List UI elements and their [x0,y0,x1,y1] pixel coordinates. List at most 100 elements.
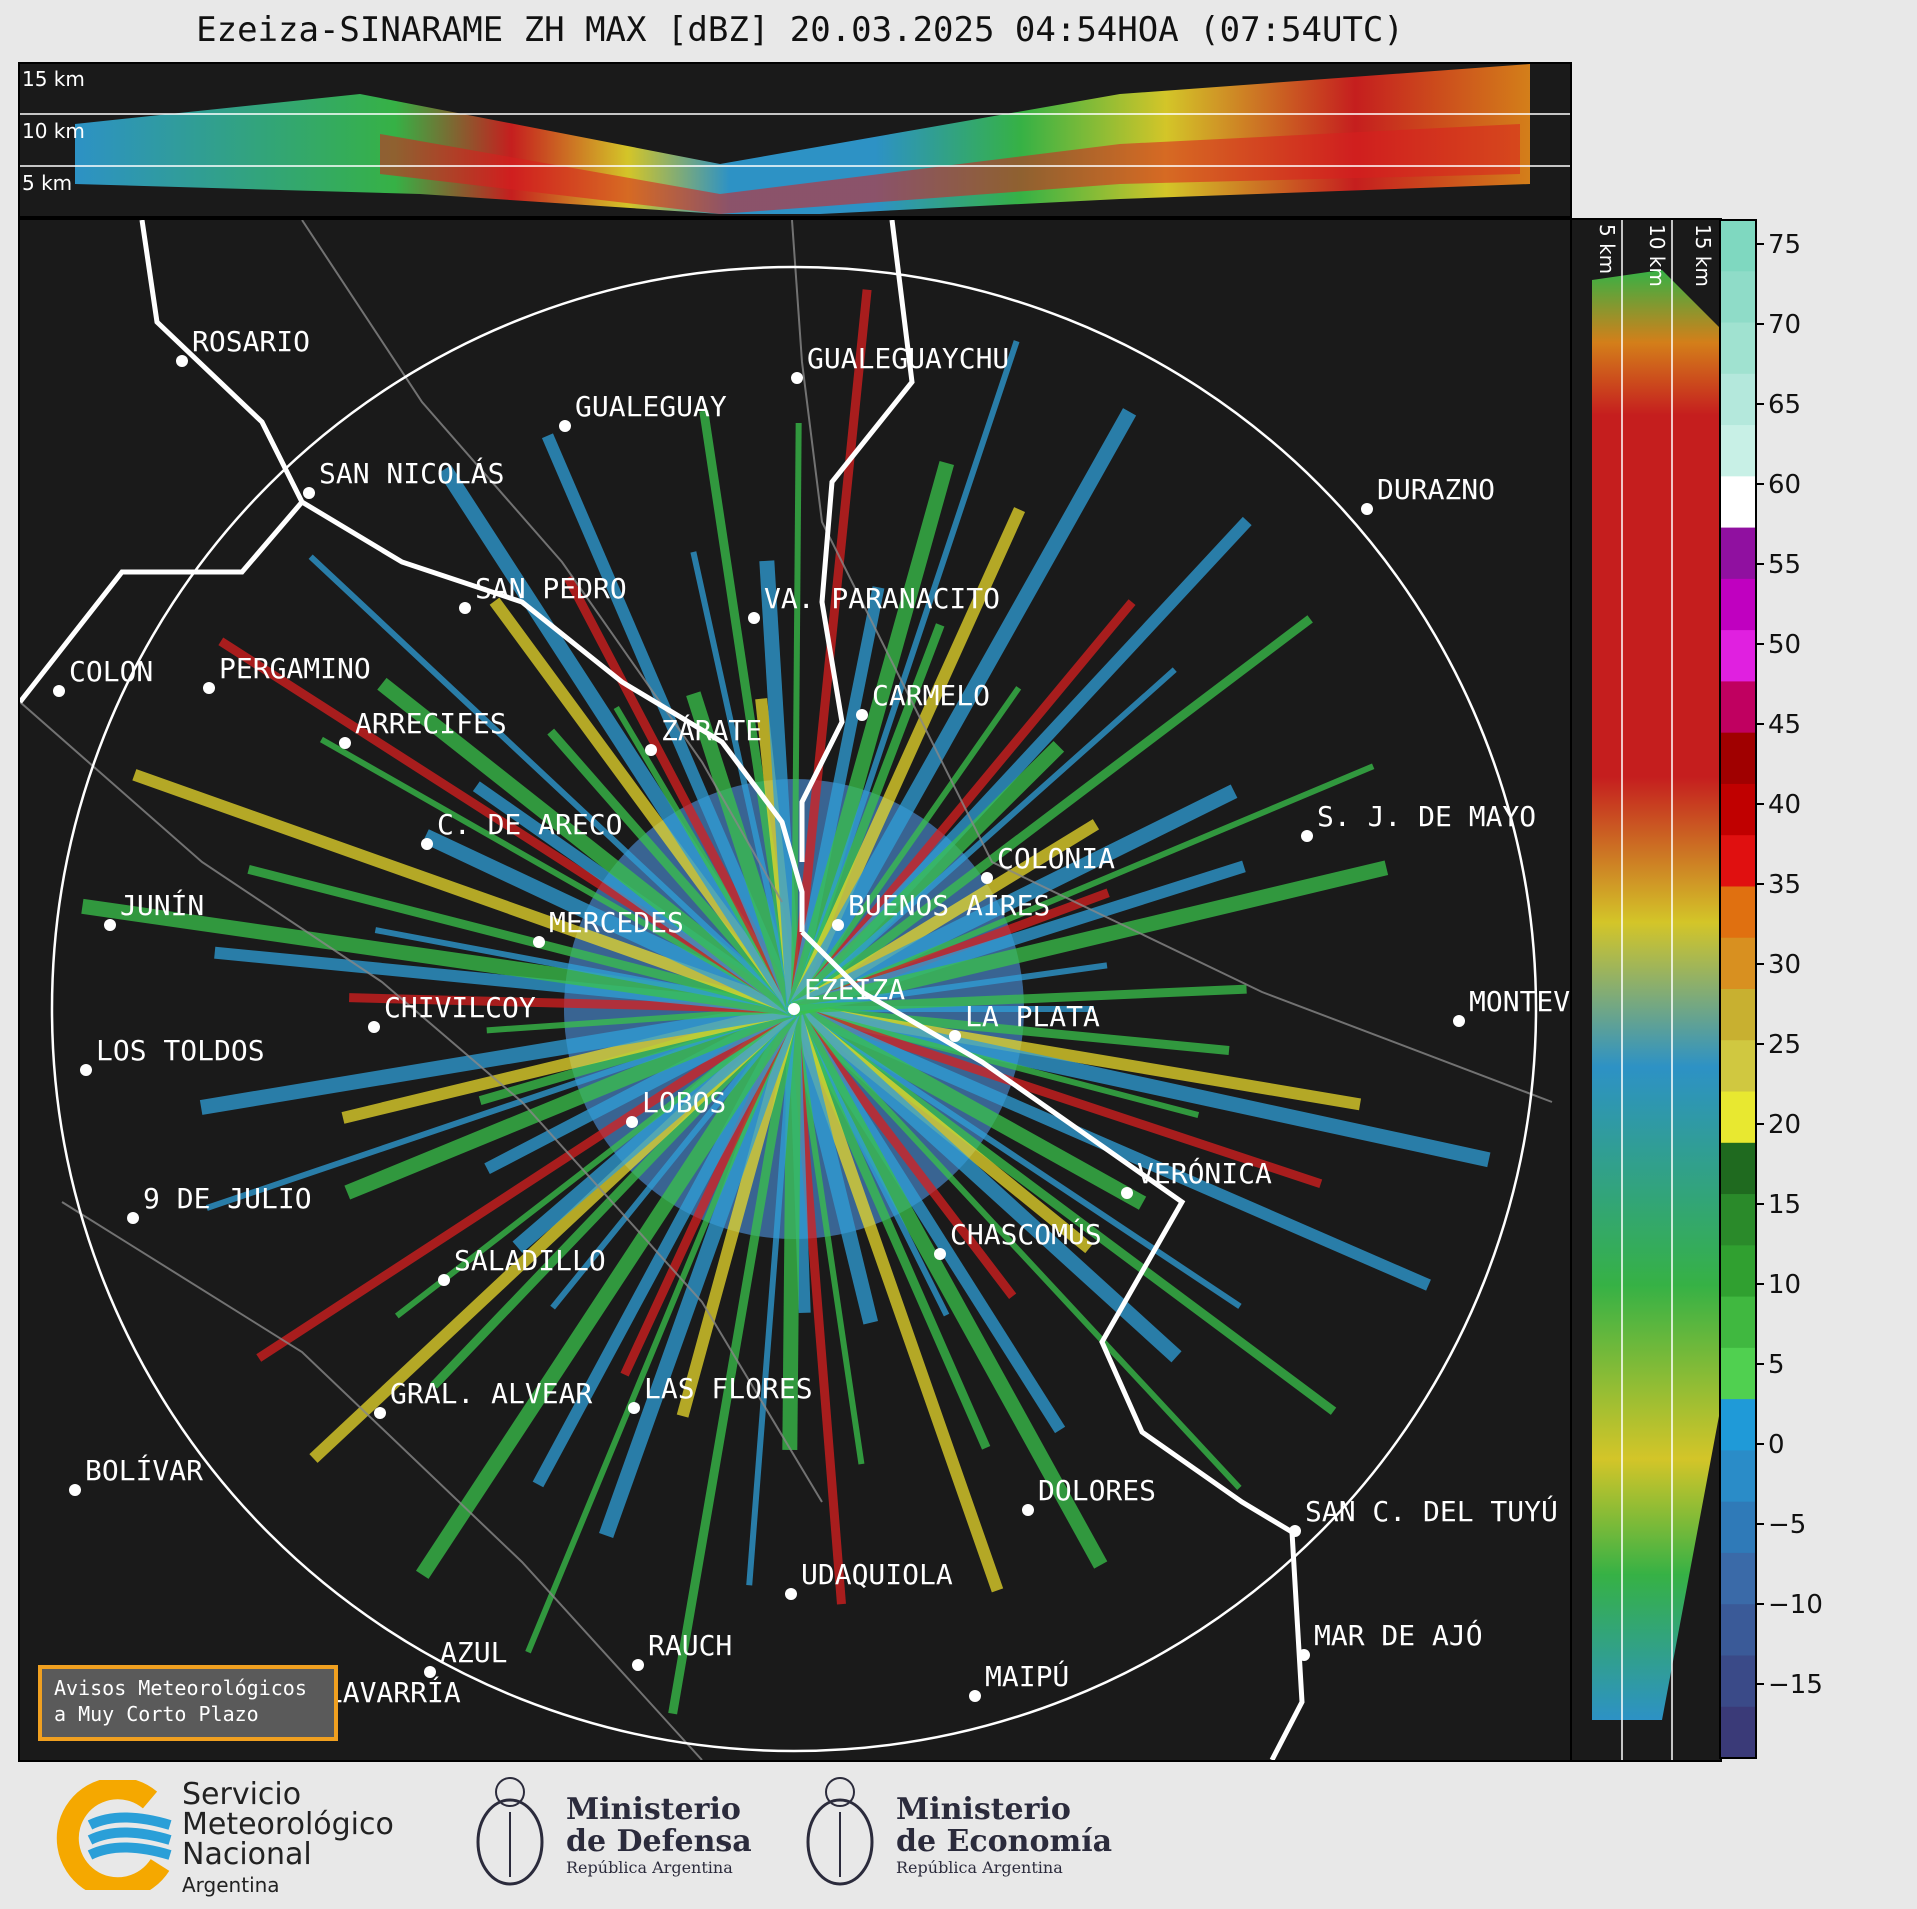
city-label: COLON [69,655,153,688]
city-marker: MAIPÚ [969,1659,1069,1702]
radar-ray [793,984,1247,1014]
colorbar-tick-label: 30 [1768,950,1801,980]
city-dot [1121,1187,1133,1199]
side-cross-section-panel: 5 km 10 km 15 km [1570,218,1722,1762]
colorbar-band [1720,1706,1756,1759]
city-marker: ZÁRATE [645,713,762,756]
city-label: CHASCOMÚS [950,1217,1102,1251]
colorbar-tick-label: 20 [1768,1110,1801,1140]
radar-ray [759,560,802,1010]
radar-ray [438,465,801,1014]
radar-ray [344,1002,797,1200]
city-marker: LOS TOLDOS [80,1034,265,1076]
colorbar-band [1720,1604,1756,1656]
city-dot [981,872,993,884]
city-dot [1361,503,1373,515]
city-label: GUALEGUAYCHU [807,342,1009,375]
city-dot [1301,830,1313,842]
city-dot [69,1484,81,1496]
city-marker: DURAZNO [1361,473,1495,515]
radar-map-panel: ROSARIO GUALEGUAYCHU GUALEGUAY SAN NICOLÁS D… [18,218,1572,1762]
colorbar-band [1720,373,1756,426]
city-marker: C. DE ARECO [421,808,622,850]
radar-ray [792,667,1177,1012]
city-label: BUENOS AIRES [848,889,1050,922]
city-dot [53,685,65,697]
radar-ray [668,1008,799,1715]
colorbar-band [1720,578,1756,631]
city-dot [421,838,433,850]
radar-ray [792,1006,1242,1309]
city-dot [203,682,215,694]
colorbar-band [1720,1091,1756,1144]
city-marker: MONTEVIDEO [1453,985,1570,1027]
radar-ray [374,927,795,1012]
colorbar-band [1720,886,1756,939]
city-label: SALADILLO [454,1244,606,1277]
radar-ray [394,1006,796,1319]
side-km-label-5: 5 km [1595,224,1619,274]
radar-map-svg: ROSARIO GUALEGUAYCHU GUALEGUAY SAN NICOLÁS D… [20,220,1570,1760]
city-dot [832,919,844,931]
radar-ray [81,898,796,1017]
smn-line2: Meteorológico [182,1807,394,1842]
city-dot [969,1690,981,1702]
city-marker: UDAQUIOLA [785,1558,953,1600]
colorbar-band [1720,989,1756,1041]
colorbar-tick-label: 50 [1768,630,1801,660]
city-label: GRAL. ALVEAR [390,1377,592,1410]
city-dot [1022,1504,1034,1516]
colorbar-band [1720,527,1756,580]
radar-ray [563,575,798,1012]
smn-line4: Argentina [182,1873,280,1897]
colorbar-band [1720,1296,1756,1349]
radar-ray [746,1008,797,1586]
city-label: COLONIA [997,842,1115,875]
city-marker: S. J. DE MAYO [1301,800,1536,842]
city-dot [559,420,571,432]
city-marker: AZUL [424,1636,507,1678]
city-label: ROSARIO [192,325,310,358]
colorbar-band [1720,425,1756,477]
city-marker: BUENOS AIRES [832,889,1050,931]
coastline [20,220,1305,1760]
colorbar-tick-label: 70 [1768,310,1801,340]
city-dot [785,1588,797,1600]
city-dot [533,936,545,948]
economia-line2: de Economía [896,1824,1113,1859]
colorbar-tick-label: −15 [1768,1670,1823,1700]
city-marker: ROSARIO [176,325,310,367]
radar-ray [199,1001,796,1115]
radar-rays [81,289,1491,1715]
radar-ray [792,1001,1491,1168]
city-label: GUALEGUAY [575,390,727,423]
city-dot [374,1407,386,1419]
defensa-text: Ministerio de Defensa República Argentin… [566,1794,752,1878]
colorbar-band [1720,1142,1756,1195]
range-ring [50,265,1538,1753]
radar-ray [790,1002,1147,1210]
city-marker: LOBOS [626,1086,726,1128]
colorbar-tick-label: 65 [1768,390,1801,420]
km-label-5: 5 km [22,171,72,195]
city-marker: GRAL. ALVEAR [374,1377,592,1419]
colorbar-band [1720,1347,1756,1400]
city-label: DURAZNO [1377,473,1495,506]
city-marker: SAN NICOLÁS [303,456,504,499]
radar-ray [132,769,797,1015]
city-label: AZUL [440,1636,507,1669]
radar-ray [791,422,802,1010]
city-marker: LA PLATA [949,1000,1100,1042]
city-label: DOLORES [1038,1474,1156,1507]
economia-seal-icon [806,1777,874,1886]
radar-ray [525,1007,797,1654]
colorbar-band [1720,835,1756,887]
radar-ray [788,1007,1004,1593]
city-label: ARRECIFES [355,707,507,740]
colorbar-tick-label: −10 [1768,1590,1823,1620]
colorbar-tick-label: 75 [1768,230,1801,260]
radar-ray [782,1008,802,1451]
city-marker: EZEIZA [788,973,905,1015]
colorbar-band [1720,1399,1756,1451]
radar-ray [550,1007,797,1310]
